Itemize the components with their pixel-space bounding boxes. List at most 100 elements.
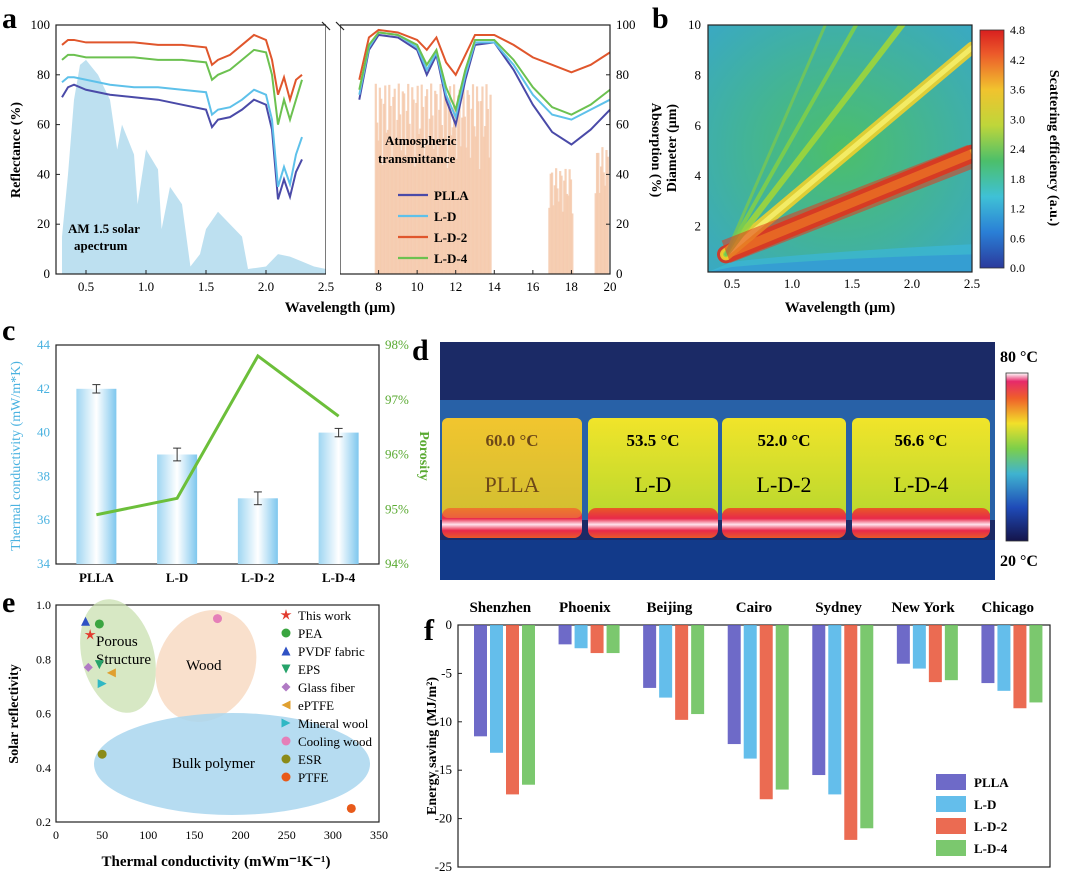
atm-transmittance-bar [376,122,379,274]
c-y2tick-label: 97% [385,392,409,407]
atm-transmittance-bar [469,157,472,274]
atm-transmittance-bar [473,126,476,275]
atm-transmittance-bar [458,89,461,274]
f-city-label: Phoenix [559,600,611,616]
atm-transmittance-bar [432,148,435,274]
b-colorbar-tick: 4.8 [1010,23,1025,37]
b-resonance-band [723,25,906,258]
atm-transmittance-bar [380,98,383,275]
atm-transmittance-bar [403,93,406,274]
f-bar-l-d [574,625,588,649]
atm-transmittance-bar [471,84,475,275]
c-bar-l-d-2 [237,498,278,564]
d-hot-edge [588,508,718,538]
atm-transmittance-bar [409,139,413,274]
f-city-label: Beijing [647,600,693,616]
atm-transmittance-bar [393,88,396,274]
atm-transmittance-bar [594,193,597,274]
d-scale-max: 80 °C [1000,349,1038,366]
a-right-ytick-label: 100 [616,17,636,32]
atm-transmittance-bar [489,94,492,274]
a-left-series-l-d-4 [61,48,303,125]
c-xtick-label: L-D-2 [241,570,274,585]
d-sample-plla [442,418,582,518]
e-point-this-work [84,628,96,640]
atm-transmittance-bar [482,136,485,274]
atm-transmittance-bar [568,169,571,274]
f-city-label: Chicago [981,600,1034,616]
b-xtick-label: 1.5 [844,276,860,291]
atm-transmittance-bar [454,107,457,275]
e-legend-label: ePTFE [298,698,334,713]
atm-transmittance-bar [549,173,552,274]
b-resonance-band [724,25,827,256]
e-point-glass-fiber [83,662,93,672]
c-y2label: Porosity [416,431,431,481]
d-temp-plla: 60.0 °C [485,431,538,450]
a-right-xtick-label: 20 [604,279,617,294]
e-region-label-bulk: Bulk polymer [172,756,255,772]
atm-transmittance-bar [461,117,464,274]
c-ytick-label: 36 [37,512,51,527]
f-city-label: Sydney [815,600,862,616]
b-resonance-band [721,144,972,264]
axis-break [326,20,340,278]
atm-transmittance-bar [446,167,449,274]
panel-b: Diameter (μm) Wavelength (μm) Scattering… [665,17,1061,316]
atm-transmittance-bar [404,154,407,274]
f-ylabel: Energy saving (MJ/m²) [425,677,440,815]
f-bar-l-d-2 [759,625,773,800]
atm-transmittance-bar [481,86,484,274]
c-ytick-label: 40 [37,425,50,440]
e-legend-marker [281,664,291,674]
f-bar-plla [643,625,657,688]
b-resonance-band [723,45,972,257]
f-bar-l-d-4 [522,625,535,785]
atm-transmittance-bar [564,168,567,274]
c-frame [55,344,380,565]
b-colorbar-tick: 2.4 [1010,142,1025,156]
atm-transmittance-bar [484,126,487,274]
f-city-label: Cairo [736,600,772,616]
atm-transmittance-bar [477,101,480,274]
atm-transmittance-bar [378,87,381,274]
e-legend-label: PEA [298,626,323,641]
atm-transmittance-bar [408,123,411,274]
a-legend: PLLA L-D L-D-2 L-D-4 [398,188,469,266]
f-city-label: New York [892,600,956,616]
b-frame [707,24,973,273]
b-colorbar-label: Scattering efficiency (a.u.) [1046,70,1061,227]
f-bar-l-d [659,625,673,698]
f-bar-plla [981,625,995,684]
atm-transmittance-bar [470,108,473,274]
atm-transmittance-bar [438,109,441,274]
f-ytick-label: -10 [435,714,452,729]
d-temp-scale [1005,372,1029,542]
c-porosity-line [96,353,340,517]
f-bar-plla [727,625,741,745]
f-bar-l-d-4 [860,625,874,829]
e-xtick-label: 50 [96,828,108,842]
atm-transmittance-bar [427,144,430,274]
c-bar-l-d-4 [318,432,359,564]
a-right-ytick-label: 0 [616,266,623,281]
atm-transmittance-bar [553,185,556,274]
e-point-pea [94,619,104,629]
b-xtick-label: 2.5 [964,276,980,291]
d-label-plla: PLLA [485,472,540,497]
d-hot-edge [442,508,582,538]
atm-transmittance-bar [389,105,392,274]
c-xtick-label: L-D-4 [322,570,356,585]
a-legend-label: L-D-2 [434,230,467,245]
d-sample-highlight [442,418,582,518]
axis-break-mark [335,21,345,31]
b-ytick-label: 6 [695,118,702,133]
b-xtick-label: 1.0 [784,276,800,291]
atm-transmittance-bar [556,188,559,274]
f-legend: PLLA L-D L-D-2 L-D-4 [936,774,1009,856]
e-region-bulk [94,713,370,815]
atm-transmittance-bar [396,119,399,274]
atm-transmittance-bar [381,165,384,274]
atm-transmittance-bar [384,85,387,274]
